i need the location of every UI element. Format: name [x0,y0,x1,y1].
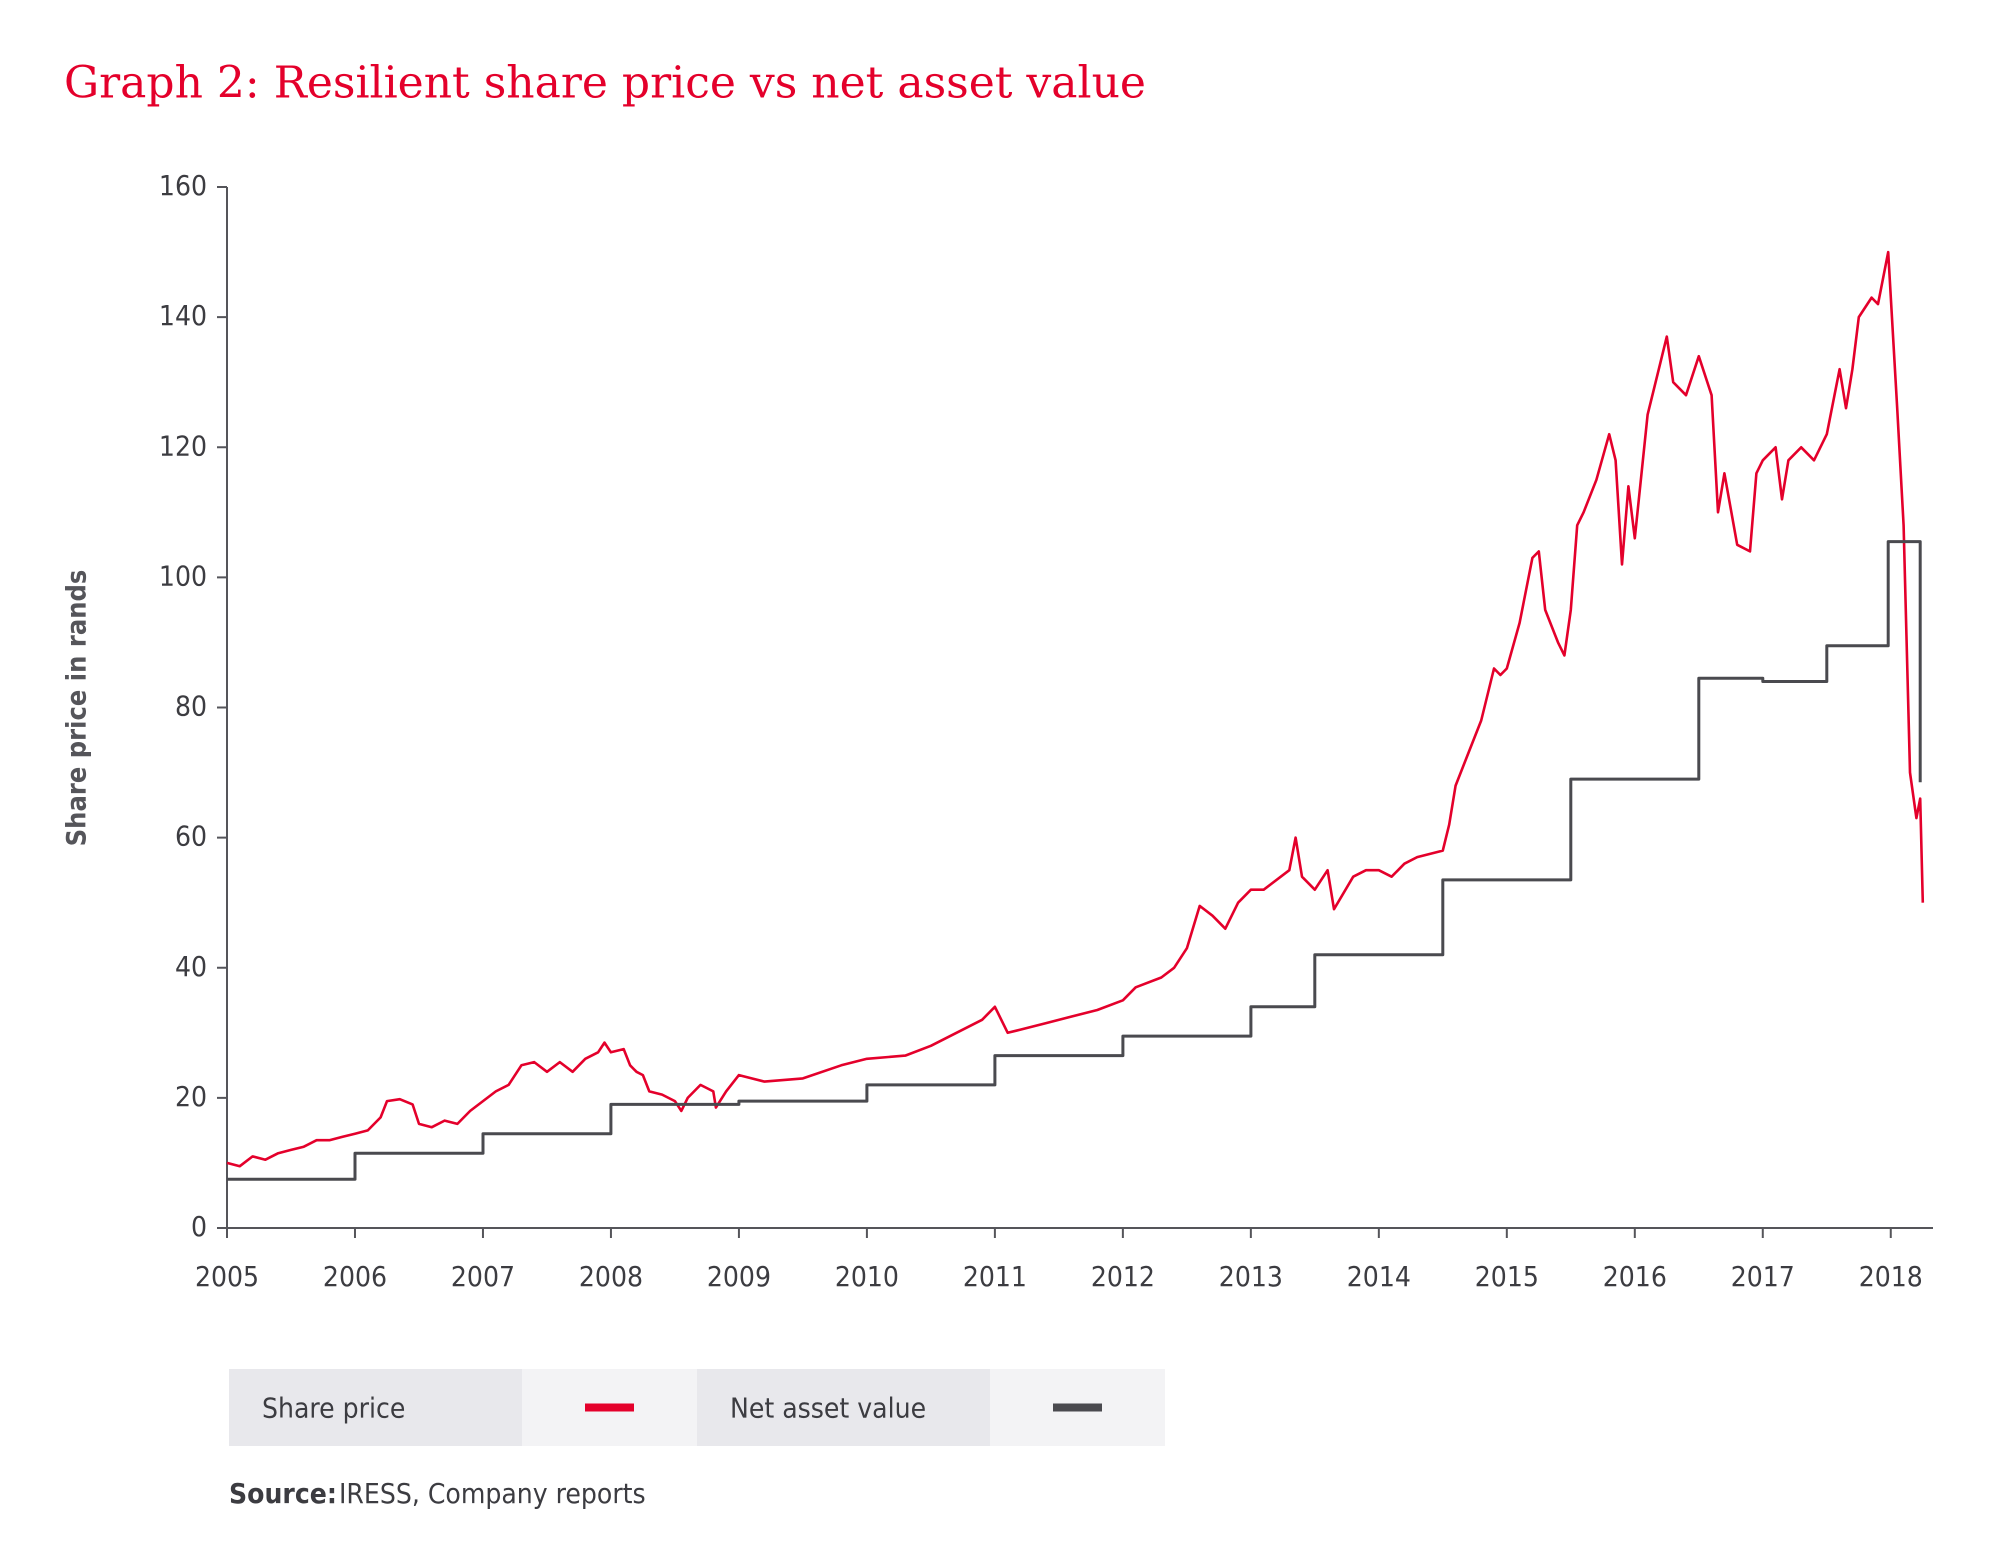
x-tick-label: 2005 [195,1260,259,1293]
x-tick-label: 2014 [1347,1260,1411,1293]
y-tick-label: 40 [175,950,207,983]
y-axis-label: Share price in rands [62,570,93,847]
y-tick-label: 140 [159,299,207,332]
x-tick-label: 2015 [1475,1260,1539,1293]
y-tick-label: 80 [175,690,207,723]
x-tick-label: 2017 [1731,1260,1795,1293]
x-tick-label: 2008 [579,1260,643,1293]
y-tick-label: 20 [175,1080,207,1113]
x-tick-label: 2010 [835,1260,899,1293]
series-line [226,250,1925,1168]
x-tick-label: 2018 [1859,1260,1923,1293]
series-line [227,540,1922,1181]
legend-label: Net asset value [730,1392,926,1425]
legend-label-bg [229,1369,522,1446]
y-tick-label: 160 [159,169,207,202]
source-label: Source: [229,1477,337,1510]
chart-title: Graph 2: Resilient share price vs net as… [64,58,1146,109]
legend-label: Share price [262,1392,405,1425]
y-tick-label: 100 [159,559,207,592]
y-tick-label: 120 [159,429,207,462]
y-tick-label: 60 [175,820,207,853]
x-tick-label: 2006 [323,1260,387,1293]
x-tick-label: 2013 [1219,1260,1283,1293]
x-tick-label: 2007 [451,1260,515,1293]
x-tick-label: 2011 [963,1260,1027,1293]
source: IRESS, Company reports [339,1477,646,1510]
x-tick-label: 2009 [707,1260,771,1293]
x-tick-label: 2012 [1091,1260,1155,1293]
y-tick-label: 0 [191,1210,207,1243]
x-tick-label: 2016 [1603,1260,1667,1293]
legend-label-bg [697,1369,990,1446]
